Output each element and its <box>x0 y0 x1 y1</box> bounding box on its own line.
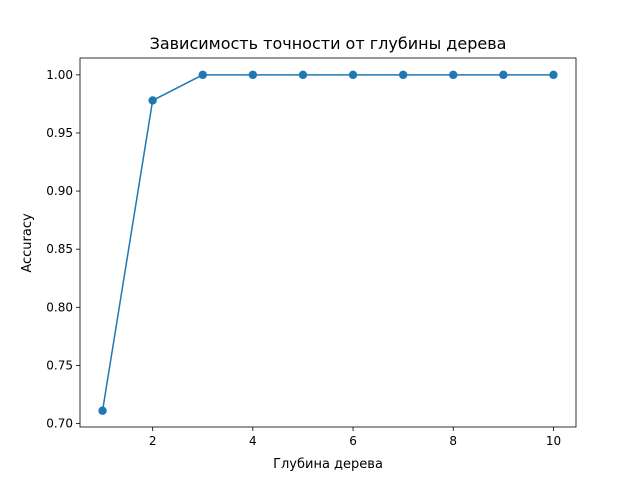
x-tick-label: 10 <box>546 434 561 448</box>
data-point <box>449 70 458 80</box>
plot-area: 2 4 6 8 10 0.70 0.75 0.80 0.85 0.90 0.95 1.00 <box>46 57 577 448</box>
data-point <box>198 70 207 80</box>
x-tick-label: 4 <box>249 434 257 448</box>
data-point <box>98 406 107 415</box>
x-axis-label: Глубина дерева <box>273 457 383 472</box>
x-tick-label: 2 <box>149 434 157 448</box>
chart-title: Зависимость точности от глубины дерева <box>150 34 507 53</box>
y-axis-label: Accuracy <box>20 213 35 273</box>
x-tick-label: 8 <box>449 434 457 448</box>
data-point <box>248 70 258 80</box>
y-tick-label: 0.95 <box>46 126 73 140</box>
data-point <box>148 96 157 105</box>
data-point <box>298 70 308 80</box>
y-tick-label: 0.80 <box>46 300 73 314</box>
axes-frame <box>79 57 577 428</box>
x-tick-label: 6 <box>349 434 357 448</box>
y-tick-label: 0.85 <box>46 242 73 256</box>
data-point <box>398 70 408 80</box>
data-point <box>499 70 508 80</box>
y-tick-label: 0.70 <box>46 417 73 431</box>
y-tick-label: 1.00 <box>46 68 73 82</box>
y-tick-label: 0.75 <box>46 358 73 372</box>
data-point <box>348 70 358 80</box>
data-point <box>549 70 558 80</box>
series-line <box>101 74 554 411</box>
y-tick-label: 0.90 <box>46 184 73 198</box>
